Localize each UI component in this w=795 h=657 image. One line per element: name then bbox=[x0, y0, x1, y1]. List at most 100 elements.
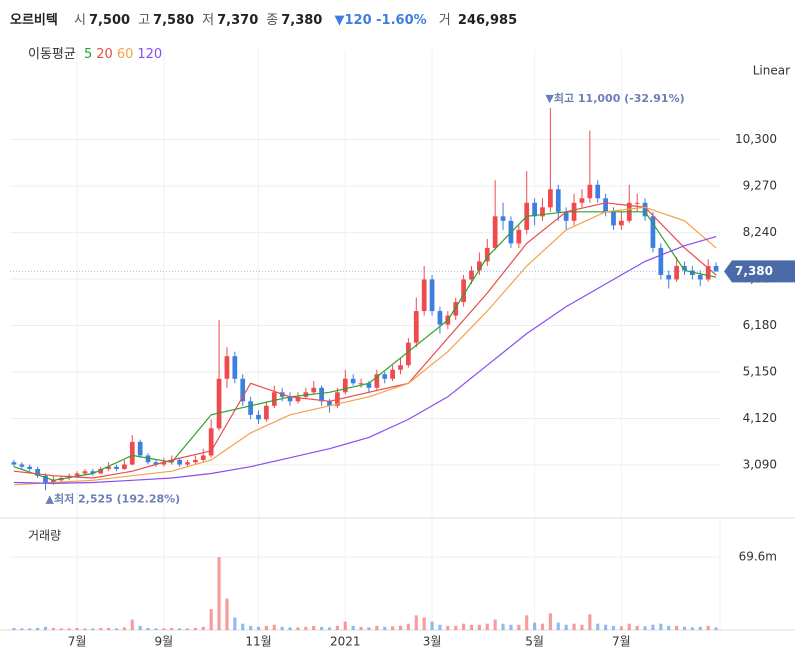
x-tick-label: 5월 bbox=[525, 635, 544, 649]
candle-body bbox=[27, 466, 33, 469]
quote-value: 7,380 bbox=[281, 13, 323, 28]
candle-body bbox=[382, 374, 388, 379]
volume-bar bbox=[525, 615, 529, 630]
volume-bar bbox=[91, 628, 95, 630]
candle-body bbox=[232, 356, 238, 379]
candle-body bbox=[350, 378, 356, 384]
volume-bar bbox=[343, 621, 347, 630]
last-price-label: 7,380 bbox=[735, 264, 773, 278]
volume-value: 246,985 bbox=[457, 13, 518, 28]
y-tick-label: 8,240 bbox=[743, 225, 777, 239]
volume-bar bbox=[12, 627, 16, 630]
scale-label: Linear bbox=[753, 64, 790, 78]
quote-value: 7,500 bbox=[88, 13, 131, 28]
volume-bar bbox=[659, 623, 663, 630]
volume-bar bbox=[462, 623, 466, 630]
volume-bar bbox=[320, 626, 324, 630]
x-tick-label: 11월 bbox=[245, 635, 271, 649]
volume-bar bbox=[367, 627, 371, 630]
quote-value: 7,580 bbox=[153, 13, 195, 28]
volume-bar bbox=[249, 625, 253, 630]
volume-bar bbox=[517, 624, 521, 630]
volume-bar bbox=[312, 625, 316, 630]
volume-bar bbox=[201, 626, 205, 630]
volume-bar bbox=[564, 624, 568, 630]
candle-body bbox=[492, 216, 498, 248]
candle-body bbox=[161, 462, 167, 465]
volume-bar bbox=[296, 627, 300, 630]
volume-bar bbox=[635, 625, 639, 630]
candle-body bbox=[666, 274, 672, 280]
candle-body bbox=[540, 207, 545, 217]
candle-body bbox=[90, 471, 96, 474]
candle-body bbox=[51, 480, 56, 483]
candle-body bbox=[342, 378, 348, 393]
candle-body bbox=[461, 279, 466, 303]
ma-legend-item: 20 bbox=[96, 47, 113, 62]
candle-body bbox=[358, 383, 364, 385]
volume-bar bbox=[604, 624, 608, 630]
volume-bar bbox=[675, 625, 679, 630]
candle-body bbox=[129, 441, 135, 465]
candle-body bbox=[469, 270, 474, 280]
candle-body bbox=[311, 387, 317, 393]
volume-bar bbox=[75, 627, 79, 630]
candle-body bbox=[674, 265, 679, 280]
ma-line bbox=[13, 206, 717, 486]
candle-body bbox=[603, 198, 608, 212]
candle-body bbox=[11, 462, 17, 465]
candle-body bbox=[697, 274, 703, 280]
ma-legend-item: 5 bbox=[83, 47, 93, 62]
x-tick-label: 3월 bbox=[423, 635, 442, 649]
stock-name: 오르비텍 bbox=[10, 13, 58, 28]
candle-body bbox=[208, 428, 214, 456]
volume-bar bbox=[375, 625, 379, 630]
candle-body bbox=[271, 392, 277, 406]
volume-bar bbox=[651, 624, 655, 630]
candle-body bbox=[43, 475, 48, 483]
volume-bar bbox=[130, 619, 134, 630]
volume-bar bbox=[185, 628, 190, 630]
candle-body bbox=[587, 184, 593, 199]
candle-body bbox=[240, 378, 246, 402]
quote-header: 오르비텍 시 7,500 고 7,580 저 7,370 종 7,380 ▼120 -1.60… bbox=[10, 9, 525, 28]
candle-body bbox=[114, 466, 119, 469]
volume-bar bbox=[391, 626, 395, 630]
candle-body bbox=[650, 216, 656, 248]
y-tick-label: 10,300 bbox=[735, 132, 777, 146]
volume-bar bbox=[280, 626, 284, 630]
volume-bar bbox=[398, 625, 403, 630]
volume-bar bbox=[59, 628, 63, 630]
volume-bar bbox=[256, 626, 261, 630]
candle-body bbox=[200, 455, 206, 460]
volume-bar bbox=[454, 625, 458, 630]
candle-body bbox=[98, 468, 104, 474]
volume-bar bbox=[51, 627, 55, 630]
volume-bar bbox=[107, 627, 111, 630]
volume-bar bbox=[83, 628, 87, 630]
volume-bar bbox=[430, 621, 434, 630]
volume-bar bbox=[67, 628, 71, 630]
volume-bar bbox=[643, 626, 647, 630]
volume-bar bbox=[533, 622, 537, 630]
candle-body bbox=[19, 464, 25, 467]
volume-bar bbox=[446, 625, 450, 630]
ma-line bbox=[13, 202, 717, 479]
volume-bar bbox=[548, 613, 552, 630]
volume-bar bbox=[170, 627, 174, 630]
volume-bar bbox=[667, 625, 671, 630]
candle-body bbox=[74, 473, 80, 476]
volume-bar bbox=[351, 625, 355, 630]
candle-body bbox=[682, 265, 687, 271]
volume-bar bbox=[241, 623, 245, 630]
volume-bar bbox=[422, 617, 426, 630]
volume-bar bbox=[114, 628, 119, 630]
volume-bar bbox=[596, 623, 600, 630]
candle-body bbox=[122, 464, 127, 469]
volume-bar bbox=[714, 627, 718, 630]
volume-bar bbox=[469, 624, 474, 630]
candle-body bbox=[374, 374, 380, 388]
y-tick-label: 4,120 bbox=[743, 411, 777, 425]
volume-bar bbox=[359, 626, 363, 630]
